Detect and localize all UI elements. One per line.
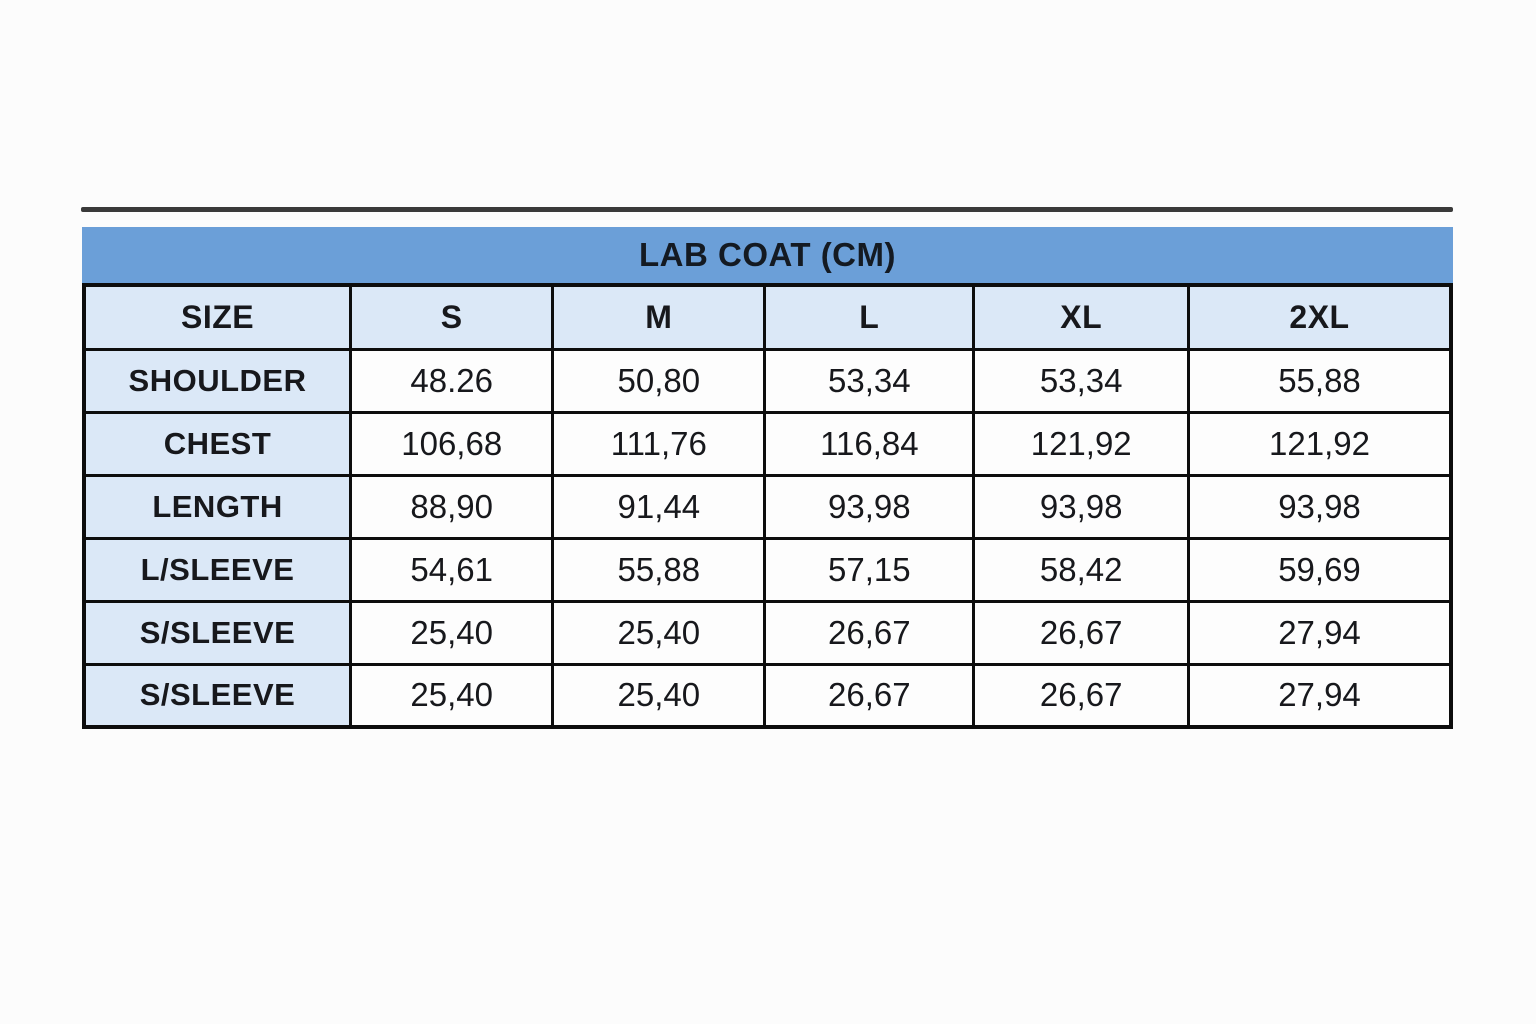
row-label: SHOULDER [82,347,353,414]
table-row-shoulder: SHOULDER 48.26 50,80 53,34 53,34 55,88 [82,347,1453,414]
header-cell-m: M [551,283,767,351]
table-row-ssleeve-1: S/SLEEVE 25,40 25,40 26,67 26,67 27,94 [82,599,1453,666]
header-cell-s: S [349,283,555,351]
row-label: CHEST [82,410,353,477]
table-row-chest: CHEST 106,68 111,76 116,84 121,92 121,92 [82,410,1453,477]
header-cell-size: SIZE [82,283,353,351]
table-cell: 93,98 [1187,473,1453,540]
table-cell: 93,98 [763,473,976,540]
header-row: SIZE S M L XL 2XL [82,283,1453,351]
table-row-ssleeve-2: S/SLEEVE 25,40 25,40 26,67 26,67 27,94 [82,662,1453,729]
table-cell: 26,67 [763,662,976,729]
table-cell: 50,80 [551,347,767,414]
row-label: S/SLEEVE [82,662,353,729]
table-cell: 111,76 [551,410,767,477]
table-cell: 106,68 [349,410,555,477]
size-chart-table: SIZE S M L XL 2XL SHOULDER 48.26 50,80 5… [82,283,1453,729]
table-cell: 57,15 [763,536,976,603]
table-cell: 59,69 [1187,536,1453,603]
table-cell: 54,61 [349,536,555,603]
table-row-length: LENGTH 88,90 91,44 93,98 93,98 93,98 [82,473,1453,540]
table-cell: 26,67 [972,599,1190,666]
table-cell: 26,67 [972,662,1190,729]
table-cell: 26,67 [763,599,976,666]
table-cell: 55,88 [551,536,767,603]
table-row-lsleeve: L/SLEEVE 54,61 55,88 57,15 58,42 59,69 [82,536,1453,603]
table-cell: 48.26 [349,347,555,414]
table-cell: 58,42 [972,536,1190,603]
row-label: S/SLEEVE [82,599,353,666]
table-cell: 25,40 [551,599,767,666]
table-cell: 121,92 [1187,410,1453,477]
table-cell: 25,40 [349,599,555,666]
table-cell: 88,90 [349,473,555,540]
divider-rule [81,207,1453,212]
table-cell: 25,40 [551,662,767,729]
table-cell: 55,88 [1187,347,1453,414]
table-cell: 116,84 [763,410,976,477]
header-cell-2xl: 2XL [1187,283,1453,351]
table-cell: 25,40 [349,662,555,729]
row-label: L/SLEEVE [82,536,353,603]
table-cell: 53,34 [763,347,976,414]
table-cell: 93,98 [972,473,1190,540]
table-title: LAB COAT (CM) [82,227,1453,283]
header-cell-xl: XL [972,283,1190,351]
header-cell-l: L [763,283,976,351]
table-cell: 27,94 [1187,599,1453,666]
table-cell: 91,44 [551,473,767,540]
table-cell: 27,94 [1187,662,1453,729]
row-label: LENGTH [82,473,353,540]
table-cell: 53,34 [972,347,1190,414]
table-cell: 121,92 [972,410,1190,477]
